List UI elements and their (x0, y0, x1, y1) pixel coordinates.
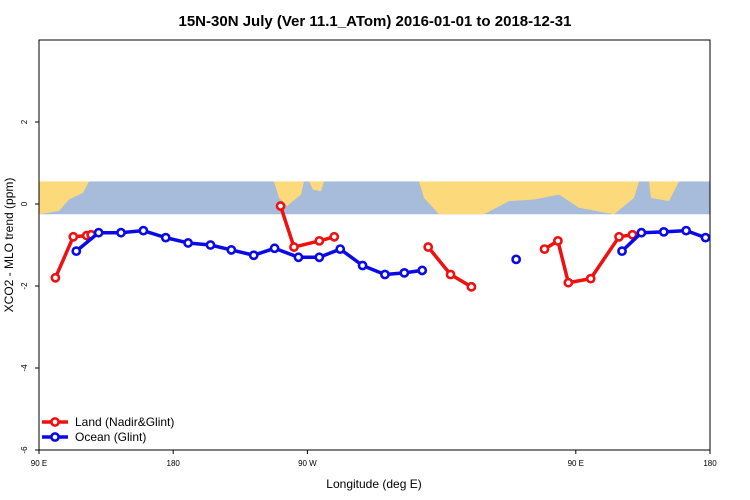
map-land-3 (419, 181, 639, 215)
data-point (293, 252, 304, 263)
series-0 (50, 201, 638, 292)
data-point (539, 244, 550, 254)
x-tick-label: 90 E (31, 459, 47, 468)
data-point (417, 265, 428, 276)
y-tick-label: -4 (20, 364, 29, 372)
x-tick-label: 90 W (298, 459, 317, 468)
chart-title: 15N-30N July (Ver 11.1_ATom) 2016-01-01 … (179, 13, 572, 30)
data-point (466, 281, 477, 292)
legend: Land (Nadir&Glint)Ocean (Glint) (42, 415, 174, 444)
data-point (71, 246, 82, 257)
series-line (278, 205, 335, 249)
data-point (183, 238, 194, 248)
x-tick-label: 180 (167, 459, 181, 468)
data-point (205, 240, 216, 250)
data-point (553, 235, 563, 246)
y-tick-label: -6 (20, 446, 29, 454)
map-land-0 (39, 181, 89, 215)
data-point (614, 231, 624, 242)
data-point (617, 246, 627, 257)
data-point (160, 232, 171, 243)
x-axis: 90 E 180 90 W 90 E 180 (31, 450, 717, 468)
data-point (511, 254, 522, 265)
data-point (563, 277, 574, 288)
series-layer (50, 201, 711, 292)
data-point (357, 260, 368, 271)
legend-label: Land (Nadir&Glint) (75, 415, 174, 429)
data-point (138, 225, 149, 236)
legend-label: Ocean (Glint) (75, 430, 146, 444)
x-axis-label: Longitude (deg E) (326, 477, 421, 491)
data-point (636, 227, 647, 238)
y-axis: -6 -4 -2 0 2 (20, 119, 39, 454)
data-point (93, 227, 104, 238)
data-point (585, 273, 596, 284)
series-1 (71, 225, 711, 280)
data-point (700, 232, 711, 243)
data-point (423, 242, 434, 252)
y-tick-label: -2 (20, 282, 29, 290)
data-point (116, 227, 126, 238)
y-tick-label: 2 (20, 119, 29, 124)
legend-marker (50, 417, 60, 427)
world-map-band (39, 181, 710, 215)
series-line (426, 245, 473, 289)
data-point (275, 201, 286, 211)
legend-marker (50, 432, 60, 442)
map-land-1 (274, 181, 304, 207)
data-point (627, 229, 638, 240)
data-point (68, 231, 79, 242)
data-point (314, 235, 325, 246)
data-point (335, 244, 346, 254)
map-land-2 (309, 181, 324, 192)
data-point (289, 242, 299, 252)
data-point (269, 243, 280, 254)
data-point (329, 231, 340, 242)
y-axis-label: XCO2 - MLO trend (ppm) (2, 178, 16, 313)
data-point (658, 226, 669, 237)
x-tick-label: 90 E (568, 459, 584, 468)
data-point (314, 252, 325, 263)
plot-frame (38, 39, 711, 451)
data-point (50, 272, 61, 283)
x-tick-label: 180 (703, 459, 717, 468)
map-land-4 (649, 181, 679, 202)
series-line (75, 228, 423, 277)
data-point (681, 225, 692, 236)
data-point (226, 245, 237, 255)
y-tick-label: 0 (20, 201, 29, 206)
data-point (248, 250, 259, 261)
data-point (380, 269, 390, 280)
data-point (399, 267, 410, 278)
data-point (445, 269, 456, 280)
